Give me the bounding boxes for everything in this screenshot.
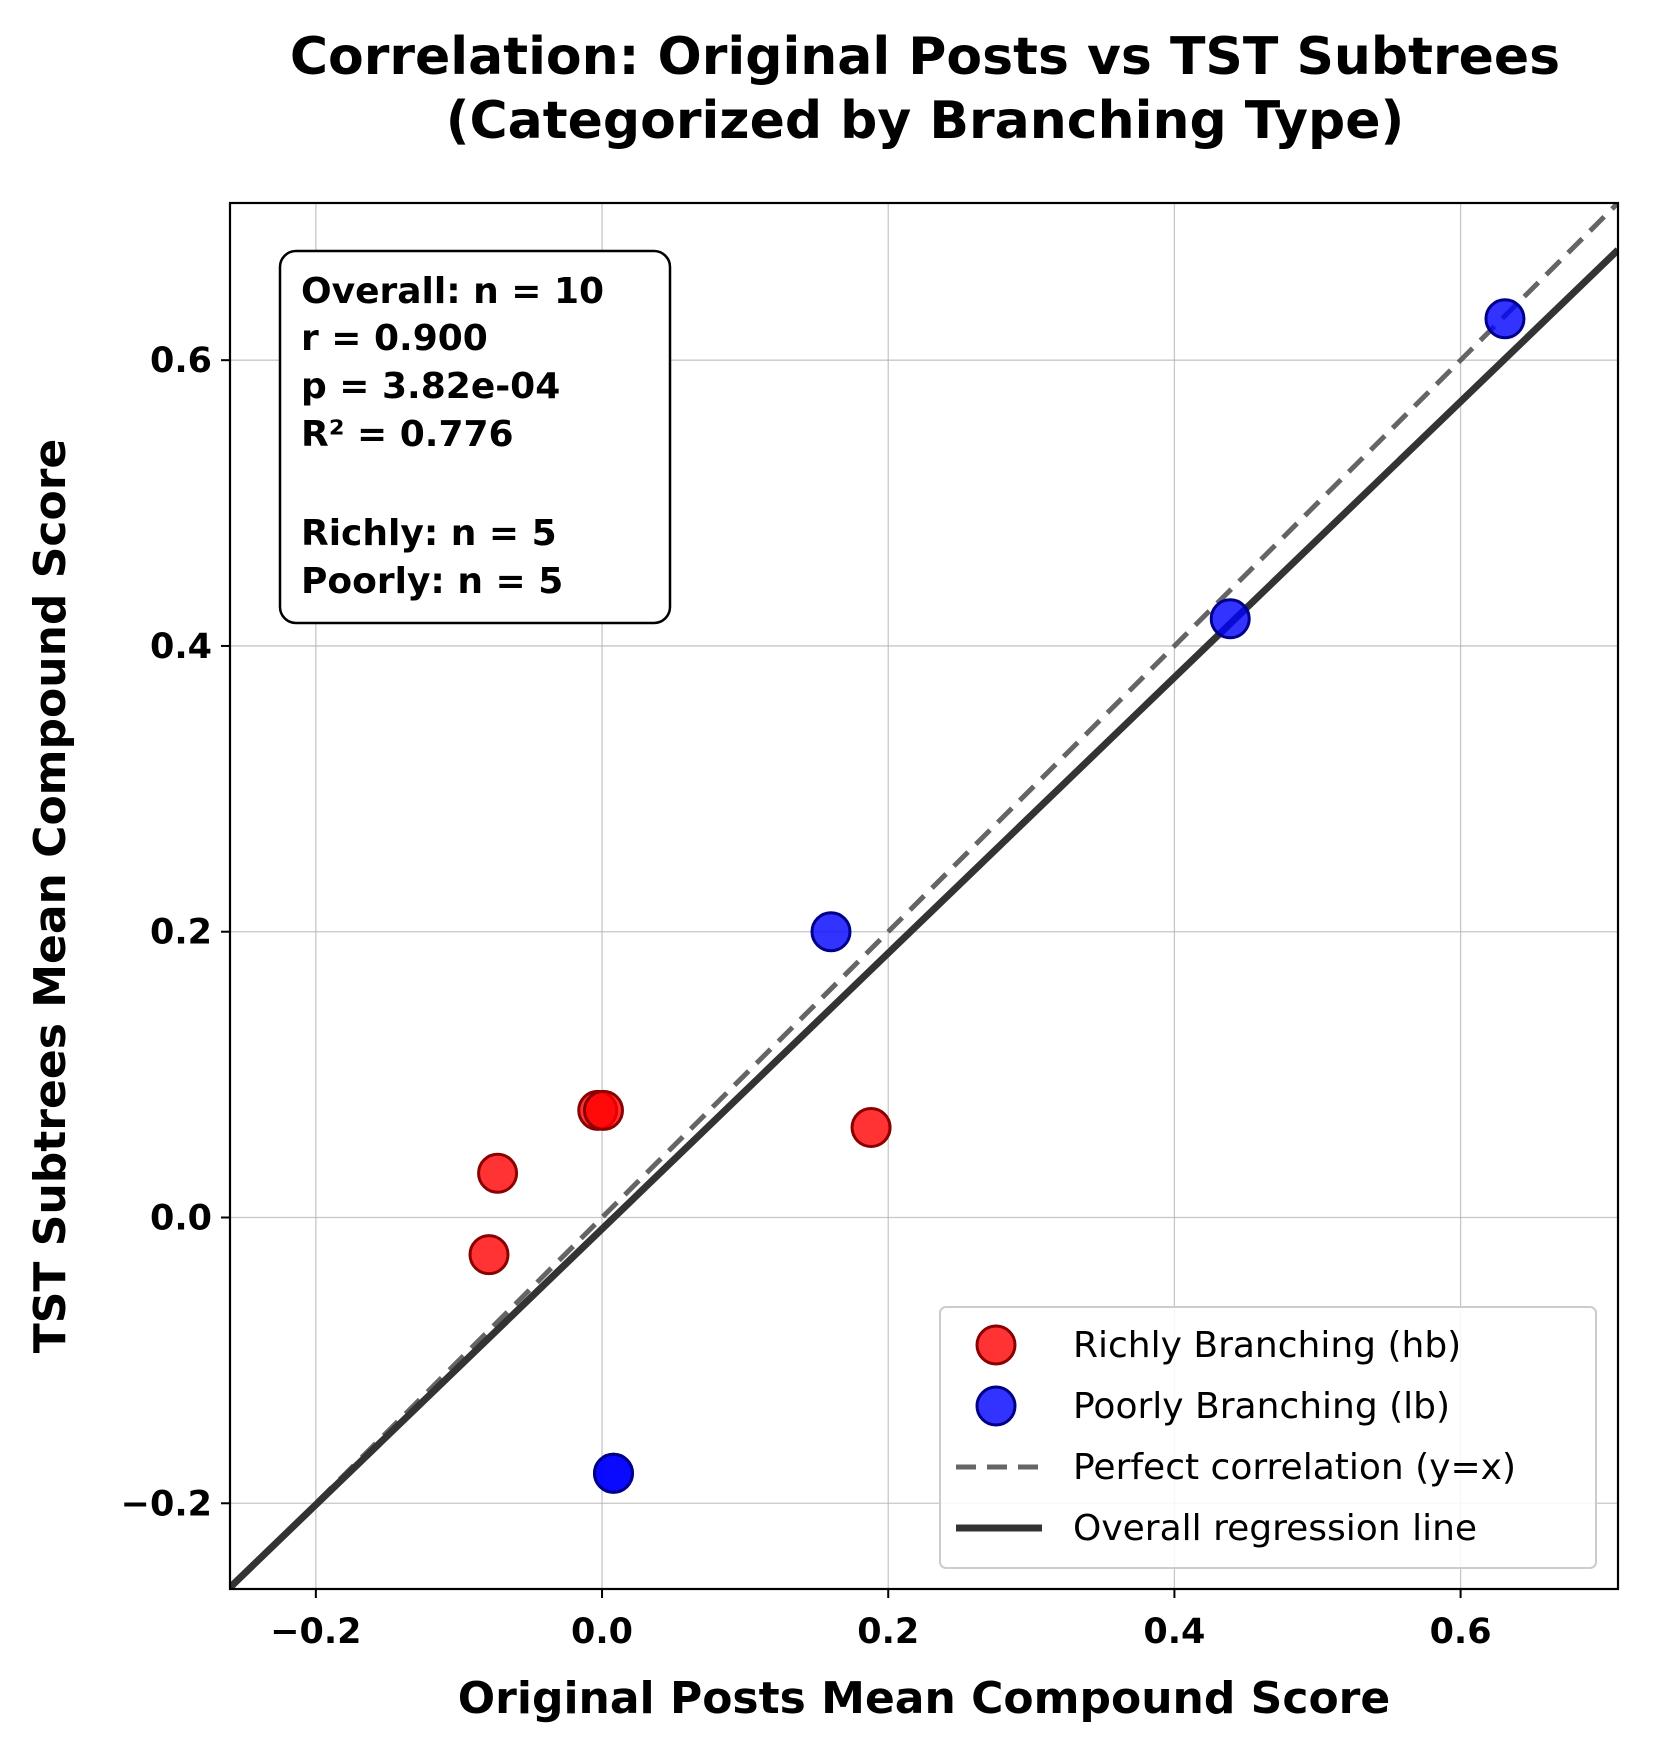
- y-tick-label: −0.2: [121, 1484, 212, 1524]
- data-points: [468, 298, 1526, 1494]
- legend: Richly Branching (hb) Poorly Branching (…: [939, 1306, 1597, 1569]
- stats-box: Overall: n = 10 r = 0.900 p = 3.82e-04 R…: [278, 249, 672, 625]
- y-tick-label: 0.6: [150, 341, 212, 381]
- point-richly-branching: [850, 1106, 892, 1148]
- x-tick-label: 0.4: [1143, 1612, 1205, 1652]
- stats-line-poorly-n: Poorly: n = 5: [301, 561, 563, 602]
- y-tick-label: 0.4: [150, 627, 212, 667]
- chart-title-line-2: (Categorized by Branching Type): [446, 91, 1405, 151]
- x-tick-label: 0.2: [857, 1612, 919, 1652]
- y-tick-label: 0.2: [150, 913, 212, 953]
- point-richly-branching: [477, 1152, 519, 1194]
- legend-label-regression: Overall regression line: [1073, 1508, 1477, 1549]
- x-tick-label: −0.2: [270, 1612, 361, 1652]
- point-richly-branching: [468, 1234, 510, 1276]
- x-axis-ticks: −0.2 0.0 0.2 0.4 0.6: [270, 1589, 1492, 1652]
- y-tick-label: 0.0: [150, 1198, 212, 1238]
- x-tick-label: 0.0: [571, 1612, 633, 1652]
- legend-label-poorly: Poorly Branching (lb): [1073, 1386, 1450, 1427]
- legend-frame: [939, 1306, 1597, 1569]
- perfect-correlation-line: [230, 203, 1618, 1589]
- legend-label-richly: Richly Branching (hb): [1073, 1325, 1461, 1366]
- plot-area-frame: [228, 201, 1620, 1591]
- reference-lines: [230, 203, 1618, 1589]
- point-poorly-branching: [592, 1452, 634, 1494]
- y-axis-label: TST Subtrees Mean Compound Score: [25, 439, 76, 1354]
- stats-line-r: r = 0.900: [301, 318, 488, 359]
- point-poorly-branching: [1209, 598, 1251, 640]
- point-richly-branching: [582, 1089, 624, 1131]
- legend-marker-poorly: [975, 1385, 1017, 1427]
- point-poorly-branching: [810, 911, 852, 953]
- stats-line-p: p = 3.82e-04: [301, 366, 560, 407]
- stats-line-richly-n: Richly: n = 5: [301, 513, 557, 554]
- chart-title-line-1: Correlation: Original Posts vs TST Subtr…: [290, 27, 1560, 87]
- x-tick-label: 0.6: [1430, 1612, 1492, 1652]
- y-axis-ticks: −0.2 0.0 0.2 0.4 0.6: [121, 341, 230, 1524]
- point-poorly-branching: [1484, 298, 1526, 340]
- stats-line-r2: R² = 0.776: [301, 414, 514, 455]
- stats-box-frame: [278, 249, 672, 625]
- regression-line: [230, 247, 1618, 1589]
- x-axis-label: Original Posts Mean Compound Score: [458, 1673, 1390, 1724]
- legend-label-perfect: Perfect correlation (y=x): [1073, 1447, 1516, 1488]
- legend-marker-richly: [975, 1324, 1017, 1366]
- stats-line-overall-n: Overall: n = 10: [301, 271, 604, 312]
